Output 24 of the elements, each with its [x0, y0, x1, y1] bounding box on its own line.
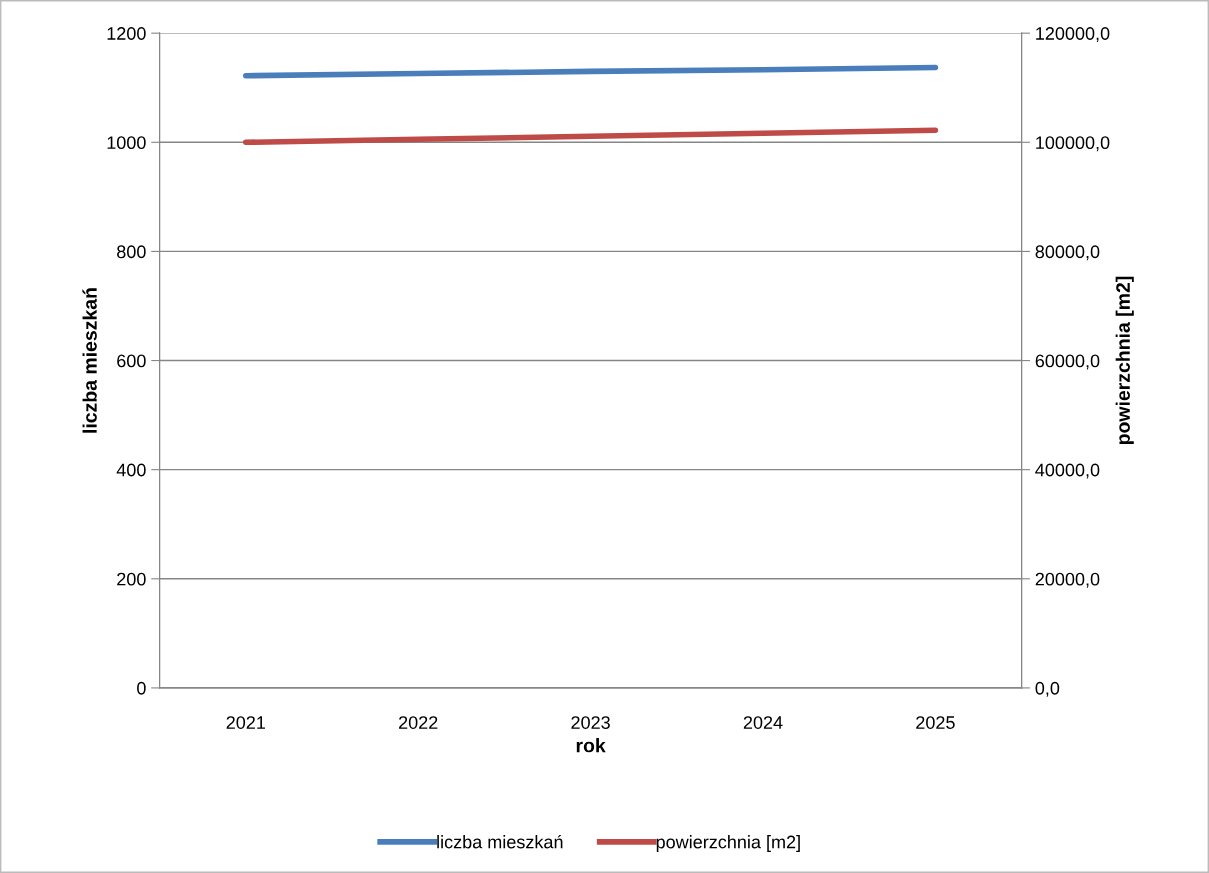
y-tick-label: 1000 [107, 136, 146, 150]
x-axis-title: rok [576, 738, 606, 753]
y-tick-label: 0 [137, 681, 146, 695]
y-axis-title: liczba mieszkań [82, 288, 97, 433]
x-tick-label: 2021 [226, 716, 265, 729]
y2-tick-label: 20000,0 [1035, 572, 1100, 588]
x-tick-label: 2022 [399, 716, 438, 729]
x-tick-label: 2023 [571, 716, 610, 729]
y2-tick-label: 120000,0 [1036, 27, 1110, 43]
y2-tick-label: 100000,0 [1036, 136, 1110, 152]
x-tick-label: 2024 [743, 716, 783, 729]
y-tick-label: 400 [116, 463, 146, 477]
y2-tick-label: 40000,0 [1035, 463, 1100, 479]
y-tick-label: 800 [117, 245, 146, 259]
y2-tick-label: 0,0 [1035, 681, 1060, 697]
y2-tick-label: 80000,0 [1035, 245, 1100, 261]
y-tick-label: 1200 [107, 27, 146, 40]
y-tick-label: 600 [117, 354, 146, 368]
y2-tick-label: 60000,0 [1035, 354, 1100, 370]
y2-axis-title: powierzchnia [m2] [1115, 276, 1134, 445]
x-tick-label: 2025 [916, 716, 955, 729]
legend-label: liczba mieszkań [437, 834, 563, 849]
legend-label: powierzchnia [m2] [656, 835, 800, 852]
y-tick-label: 200 [117, 572, 146, 586]
